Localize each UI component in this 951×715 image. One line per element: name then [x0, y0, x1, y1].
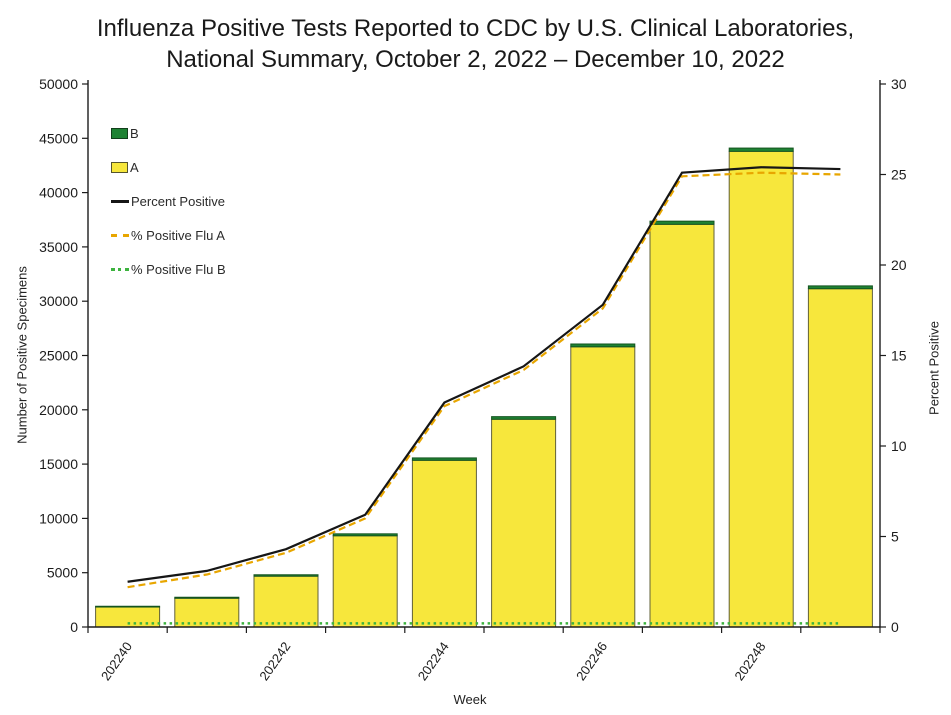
bar-b-202241 — [174, 596, 240, 599]
legend-label-pct-flu-a: % Positive Flu A — [131, 228, 225, 243]
bar-b-202248 — [728, 147, 794, 152]
left-tick-label-0: 0 — [70, 619, 78, 635]
bar-b-202240 — [95, 605, 161, 608]
line-percent-positive — [127, 166, 841, 583]
legend-swatch-a-icon — [111, 162, 128, 173]
left-tick-label-10000: 10000 — [39, 510, 78, 526]
legend: B A Percent Positive % Positive Flu A % … — [111, 126, 226, 277]
bar-b-202243 — [332, 533, 398, 537]
legend-label-b: B — [130, 126, 139, 141]
left-tick-label-40000: 40000 — [39, 185, 78, 201]
x-tick-label-202242: 202242 — [256, 639, 293, 683]
legend-solid-line-icon — [111, 200, 129, 203]
bar-b-202247 — [649, 220, 715, 225]
legend-item-b: B — [111, 126, 226, 141]
bar-b-202249 — [807, 285, 873, 290]
legend-item-a: A — [111, 160, 226, 175]
right-tick-label-10: 10 — [891, 438, 907, 454]
bar-a-202247 — [649, 223, 715, 628]
chart-title: Influenza Positive Tests Reported to CDC… — [0, 13, 951, 75]
x-tick-label-202248: 202248 — [731, 639, 768, 683]
right-tick-label-30: 30 — [891, 76, 907, 92]
bar-a-202245 — [491, 418, 557, 628]
bar-b-202246 — [570, 343, 636, 348]
bar-a-202243 — [332, 535, 398, 628]
legend-item-percent-positive: Percent Positive — [111, 194, 226, 209]
left-tick-label-45000: 45000 — [39, 130, 78, 146]
chart-title-line1: Influenza Positive Tests Reported to CDC… — [96, 15, 855, 42]
line-pct-flu-a — [127, 171, 841, 589]
legend-dashed-line-icon — [111, 234, 129, 237]
bar-b-202244 — [411, 457, 477, 461]
legend-label-pct-flu-b: % Positive Flu B — [131, 262, 226, 277]
right-tick-label-15: 15 — [891, 348, 907, 364]
right-axis-title: Percent Positive — [926, 321, 942, 415]
legend-item-pct-flu-a: % Positive Flu A — [111, 228, 226, 243]
right-tick-label-20: 20 — [891, 257, 907, 273]
left-tick-label-35000: 35000 — [39, 239, 78, 255]
bar-a-202244 — [411, 459, 477, 628]
x-axis-title: Week — [453, 692, 487, 707]
bar-a-202249 — [807, 288, 873, 628]
bar-b-202245 — [491, 416, 557, 420]
legend-label-a: A — [130, 160, 139, 175]
left-tick-label-20000: 20000 — [39, 402, 78, 418]
left-tick-label-50000: 50000 — [39, 76, 78, 92]
left-tick-label-5000: 5000 — [47, 565, 78, 581]
left-tick-label-15000: 15000 — [39, 456, 78, 472]
bar-a-202246 — [570, 346, 636, 628]
chart-title-line2: National Summary, October 2, 2022 – Dece… — [166, 46, 785, 73]
right-tick-label-5: 5 — [891, 529, 899, 545]
right-tick-label-25: 25 — [891, 167, 907, 183]
legend-label-percent-positive: Percent Positive — [131, 194, 225, 209]
x-tick-label-202246: 202246 — [573, 639, 610, 683]
legend-dotted-line-icon — [111, 268, 129, 271]
x-tick-label-202240: 202240 — [98, 639, 135, 683]
bar-a-202248 — [728, 150, 794, 628]
bar-a-202242 — [253, 575, 319, 628]
left-tick-label-25000: 25000 — [39, 348, 78, 364]
bar-b-202242 — [253, 574, 319, 577]
right-tick-label-0: 0 — [891, 619, 899, 635]
left-axis-title: Number of Positive Specimens — [14, 266, 30, 444]
legend-item-pct-flu-b: % Positive Flu B — [111, 262, 226, 277]
x-tick-label-202244: 202244 — [415, 639, 452, 683]
left-tick-label-30000: 30000 — [39, 293, 78, 309]
legend-swatch-b-icon — [111, 128, 128, 139]
